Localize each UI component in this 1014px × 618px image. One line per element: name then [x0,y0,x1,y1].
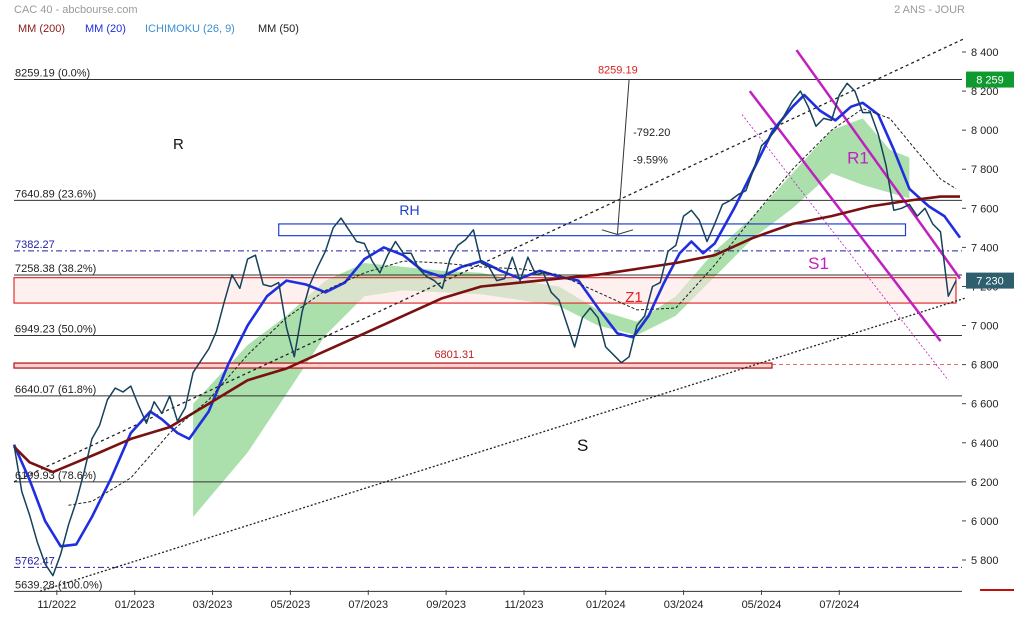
support-zone [13,362,773,369]
z1-zone [13,277,957,304]
series-mm50 [68,108,957,506]
s-label: S [577,436,588,455]
x-tick-label: 05/2023 [271,599,311,611]
level-label: 8259.19 (0.0%) [15,68,90,80]
y-tick-label: 6 600 [971,399,999,411]
r-label: R [173,136,184,153]
series-mm200 [13,195,960,474]
indicator-series [12,93,962,548]
rh-label: RH [399,202,419,218]
trend-line-s1 [748,90,942,342]
level-label: 7258.38 (38.2%) [15,263,96,275]
measure-percent: -9.59% [633,154,668,166]
price-series [13,82,957,577]
fibonacci-levels: 8259.19 (0.0%) 7640.89 (23.6%) 7382.27 7258… [14,68,962,592]
y-tick-label: 7 800 [971,164,999,176]
x-tick-label: 11/2023 [505,599,544,611]
support-value-label: 6801.31 [434,349,474,361]
r1-label: R1 [847,148,869,167]
peak-label: 8259.19 [598,64,638,76]
measure-arrowhead-right [617,229,634,235]
level-label: 6949.23 (50.0%) [15,323,96,335]
y-tick-label: 5 800 [971,555,999,567]
series-mm20 [12,93,962,548]
x-tick-label: 03/2024 [664,599,704,611]
price-line [13,82,957,577]
measure-arrowhead-left [601,229,618,235]
trend-line-s1-parallel [741,114,949,381]
legend-item: MM (50) [258,23,299,35]
x-tick-label: 01/2023 [115,599,155,611]
legend-item: ICHIMOKU (26, 9) [145,23,235,35]
y-tick-label: 6 400 [971,438,999,450]
chart-period: 2 ANS - JOUR [894,4,965,16]
y-tick-label: 6 200 [971,477,999,489]
high-price-tag [966,71,1014,88]
level-label: 7640.89 (23.6%) [15,188,96,200]
zones [13,223,960,369]
x-tick-label: 01/2024 [586,599,626,611]
x-tick-label: 07/2023 [348,599,388,611]
header: CAC 40 - abcbourse.com 2 ANS - JOUR [14,4,965,16]
legend-item: MM (200) [18,23,65,35]
annotations: 8259.19 -792.20 -9.59% 6801.31 RH Z1 R S R1 S1 [173,64,869,455]
level-label: 6199.93 (78.6%) [15,470,96,482]
y-tick-label: 7 000 [971,321,999,333]
y-tick-label: 6 000 [971,516,999,528]
ichimoku-cloud-area [193,118,910,518]
y-tick-label: 6 800 [971,360,999,372]
trend-line-r1 [795,49,962,280]
ichimoku-cloud [193,118,910,518]
last-price-tag [966,272,1014,289]
x-tick-label: 09/2023 [426,599,466,611]
y-tick-label: 7 600 [971,203,999,215]
legend-item: MM (20) [85,23,126,35]
x-tick-label: 11/2022 [37,599,76,611]
trend-line-s [39,297,966,592]
measure-points: -792.20 [633,127,670,139]
level-label: 5762.47 [15,555,55,567]
y-tick-label: 8 000 [971,125,999,137]
last-price-label: 7 230 [976,276,1004,288]
x-tick-label: 07/2024 [819,599,859,611]
y-tick-label: 8 200 [971,86,999,98]
level-label: 5639.28 (100.0%) [15,579,102,591]
y-tick-label: 8 400 [971,47,999,59]
trend-lines [13,37,966,592]
chart-title: CAC 40 - abcbourse.com [14,4,138,16]
x-tick-label: 05/2024 [742,599,782,611]
x-tick-label: 03/2023 [193,599,233,611]
rh-zone [278,223,907,237]
level-label: 7382.27 [15,239,55,251]
measure-arrow [616,79,630,235]
s1-label: S1 [808,254,829,273]
z1-label: Z1 [625,289,643,306]
trend-line-r [13,37,966,483]
level-label: 6640.07 (61.8%) [15,384,96,396]
indicator-legend: MM (200) MM (20) ICHIMOKU (26, 9) MM (50) [18,23,299,35]
y-tick-label: 7 400 [971,242,999,254]
high-price-label: 8 259 [976,75,1004,87]
